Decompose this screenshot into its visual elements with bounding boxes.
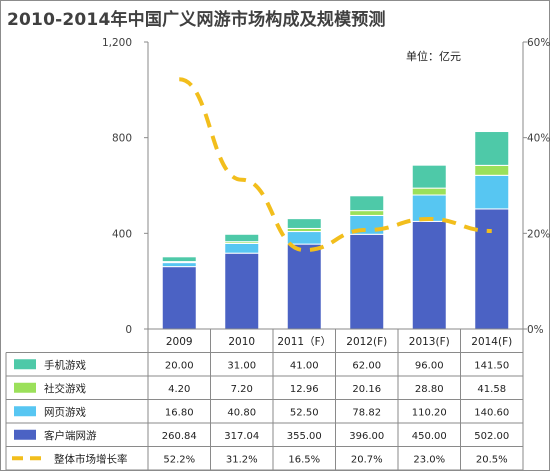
category-label: 2014(F)	[471, 336, 512, 348]
legend-label: 客户端网游	[44, 429, 97, 442]
data-label: 20.16	[352, 384, 381, 395]
bar-segment	[286, 243, 322, 330]
category-label: 2013(F)	[409, 336, 450, 348]
bar-segment	[474, 174, 510, 210]
data-label: 28.80	[415, 384, 444, 395]
data-label: 41.58	[477, 384, 506, 395]
bar-segment	[286, 231, 322, 245]
data-label: 23.0%	[413, 454, 445, 465]
left-axis-tick-label: 400	[112, 228, 132, 240]
bar-segment	[411, 220, 447, 330]
data-label: 450.00	[412, 431, 447, 442]
left-axis-tick-label: 800	[112, 133, 132, 145]
data-label: 12.96	[290, 384, 319, 395]
data-label: 62.00	[352, 360, 381, 371]
right-axis-tick-label: 40%	[527, 133, 550, 145]
bar-segment	[474, 131, 510, 166]
left-axis-tick-label: 1,200	[102, 37, 132, 49]
data-label: 110.20	[412, 407, 447, 418]
legend-label: 社交游戏	[44, 382, 86, 395]
data-label: 40.80	[227, 407, 256, 418]
data-label: 96.00	[415, 360, 444, 371]
data-label: 52.50	[290, 407, 319, 418]
bar-segment	[224, 242, 260, 254]
legend-swatch	[14, 359, 36, 370]
legend-label: 网页游戏	[44, 405, 86, 418]
data-label: 355.00	[287, 431, 322, 442]
data-label: 317.04	[224, 431, 259, 442]
bar-segment	[349, 195, 385, 212]
legend-label: 整体市场增长率	[54, 452, 128, 465]
bar-segment	[411, 164, 447, 189]
data-label: 20.00	[165, 360, 194, 371]
bar-segment	[349, 210, 385, 216]
unit-label: 单位：亿元	[406, 50, 461, 63]
bar-segment	[411, 187, 447, 196]
data-label: 4.20	[168, 384, 190, 395]
data-label: 52.2%	[163, 454, 195, 465]
bar-segment	[224, 252, 260, 330]
category-label: 2012(F)	[346, 336, 387, 348]
data-label: 7.20	[231, 384, 253, 395]
right-axis-tick-label: 60%	[527, 37, 550, 49]
legend-swatch	[14, 429, 36, 440]
bar-segment	[286, 218, 322, 229]
legend-swatch	[14, 382, 36, 393]
bar-segment	[161, 262, 197, 268]
bar-segment	[161, 256, 197, 263]
data-label: 20.7%	[351, 454, 383, 465]
bar-segment	[224, 233, 260, 243]
data-label: 31.2%	[226, 454, 258, 465]
category-label: 2011（F）	[277, 336, 331, 348]
data-label: 16.5%	[288, 454, 320, 465]
data-label: 31.00	[227, 360, 256, 371]
bar-segment	[349, 233, 385, 330]
legend-swatch	[14, 406, 36, 417]
right-axis-tick-label: 0%	[527, 324, 544, 336]
category-label: 2010	[228, 336, 255, 348]
bar-segment	[161, 266, 197, 330]
data-label: 41.00	[290, 360, 319, 371]
legend-label: 手机游戏	[44, 358, 86, 371]
data-label: 140.60	[474, 407, 509, 418]
data-label: 502.00	[474, 431, 509, 442]
data-label: 260.84	[162, 431, 197, 442]
right-axis-tick-label: 20%	[527, 228, 550, 240]
growth-rate-line	[178, 77, 492, 253]
data-label: 141.50	[474, 360, 509, 371]
data-label: 78.82	[352, 407, 381, 418]
left-axis-tick-label: 0	[125, 324, 132, 336]
chart-title: 2010-2014年中国广义网游市场构成及规模预测	[7, 10, 386, 30]
bar-segment	[474, 208, 510, 330]
bar-segment	[474, 164, 510, 176]
data-label: 20.5%	[476, 454, 508, 465]
data-label: 396.00	[349, 431, 384, 442]
data-label: 16.80	[165, 407, 194, 418]
category-label: 2009	[166, 336, 193, 348]
